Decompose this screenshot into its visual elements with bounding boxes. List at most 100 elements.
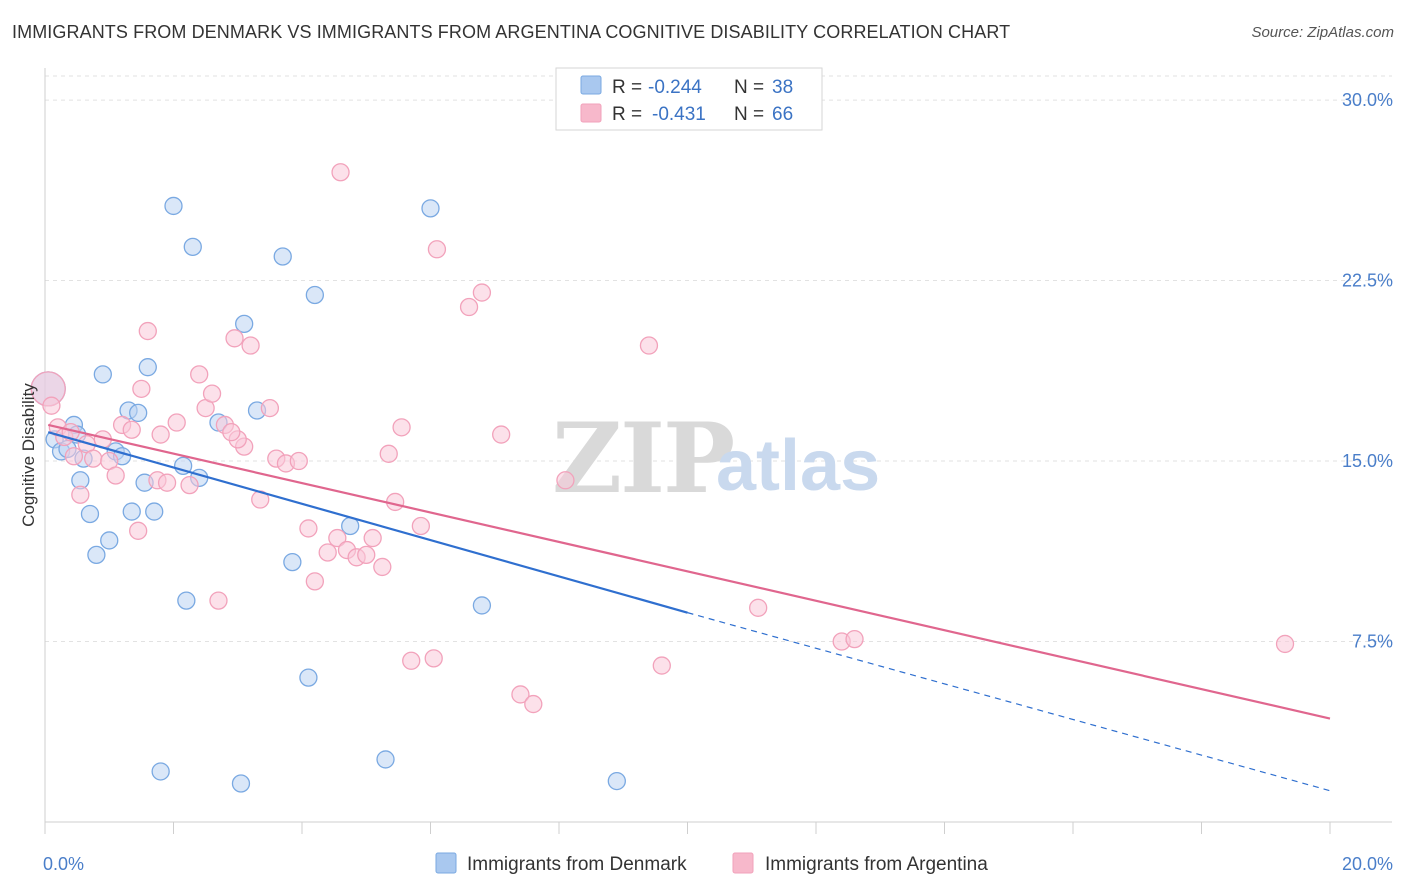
point-argentina (427, 240, 447, 259)
legend-n-value-argentina: 66 (772, 104, 793, 125)
grid-lines (45, 75, 1392, 643)
axes (44, 68, 1392, 834)
point-argentina (363, 528, 382, 548)
point-argentina (331, 163, 350, 182)
legend-swatch-argentina (580, 103, 602, 123)
point-denmark (305, 285, 325, 305)
point-argentina (318, 543, 337, 562)
y-tick-labels: 7.5% 15.0% 22.5% 30.0% (1342, 90, 1393, 651)
point-argentina (157, 473, 177, 492)
legend-swatch-denmark (580, 75, 602, 95)
stats-legend: R = -0.244 N = 38 R = -0.431 N = 66 (555, 67, 823, 131)
watermark: ZIP atlas (552, 402, 880, 515)
point-denmark (299, 668, 318, 687)
point-denmark (80, 504, 100, 524)
point-denmark (93, 365, 112, 384)
point-argentina (132, 379, 151, 398)
point-argentina (151, 425, 170, 444)
legend-r-label-argentina: R = (612, 104, 642, 125)
point-argentina (129, 521, 148, 540)
point-denmark (235, 314, 254, 334)
series-legend-label-denmark: Immigrants from Denmark (467, 854, 687, 875)
x-tick-label-max: 20.0% (1342, 854, 1393, 874)
point-argentina (71, 485, 90, 504)
point-argentina (106, 466, 125, 485)
point-argentina (845, 629, 864, 649)
point-argentina (167, 413, 186, 432)
point-argentina (556, 471, 575, 490)
series-legend-label-argentina: Immigrants from Argentina (765, 854, 988, 875)
point-denmark (129, 403, 148, 423)
point-denmark (138, 358, 157, 377)
point-argentina (289, 451, 308, 471)
y-tick-label: 30.0% (1342, 90, 1393, 110)
y-tick-label: 15.0% (1342, 451, 1393, 471)
point-argentina (379, 444, 398, 463)
point-argentina (411, 516, 431, 536)
y-tick-label: 7.5% (1352, 632, 1393, 652)
point-argentina (209, 591, 228, 610)
point-argentina (639, 336, 659, 355)
point-denmark (177, 591, 196, 610)
point-argentina (1275, 634, 1295, 654)
series-legend-swatch-denmark (435, 852, 457, 874)
point-argentina (225, 329, 244, 348)
point-denmark (145, 502, 164, 521)
point-argentina (260, 398, 280, 418)
trend-line-argentina (47, 423, 1331, 720)
point-argentina (492, 425, 511, 444)
point-argentina (652, 656, 671, 675)
point-argentina (64, 447, 84, 466)
point-argentina (511, 685, 530, 704)
point-denmark (283, 552, 302, 572)
point-denmark (231, 774, 251, 793)
point-denmark (607, 771, 626, 791)
point-denmark (273, 247, 292, 266)
point-denmark (151, 762, 170, 781)
point-argentina (472, 283, 492, 302)
point-denmark (87, 545, 106, 565)
trend-lines (47, 423, 1331, 792)
point-argentina (357, 545, 376, 565)
point-argentina (524, 694, 543, 714)
trend-line-denmark-extension (687, 612, 1331, 792)
legend-n-value-denmark: 38 (772, 77, 793, 98)
series-legend: Immigrants from Denmark Immigrants from … (435, 852, 988, 875)
legend-r-value-argentina: -0.431 (652, 104, 706, 125)
x-tick-label-min: 0.0% (43, 854, 84, 874)
y-axis-label: Cognitive Disability (19, 383, 38, 527)
point-denmark (122, 502, 141, 521)
point-argentina (190, 365, 209, 384)
point-denmark (183, 237, 202, 257)
x-tick-labels: 0.0% 20.0% (43, 854, 1393, 874)
point-argentina (241, 336, 260, 355)
point-argentina (138, 321, 157, 341)
point-denmark (472, 596, 492, 615)
source-credit: Source: ZipAtlas.com (1251, 24, 1394, 41)
point-denmark (100, 531, 119, 550)
point-denmark (164, 196, 183, 216)
point-argentina (42, 396, 61, 415)
point-argentina (202, 384, 222, 403)
data-points (30, 163, 1295, 793)
point-argentina (122, 420, 141, 439)
watermark-atlas: atlas (716, 426, 880, 506)
point-argentina (305, 572, 325, 591)
point-argentina (749, 598, 768, 617)
point-argentina (459, 297, 479, 317)
trend-line-denmark (47, 431, 688, 614)
point-argentina (180, 475, 199, 495)
point-argentina (84, 449, 103, 468)
y-tick-label: 22.5% (1342, 271, 1393, 291)
legend-r-label-denmark: R = (612, 77, 642, 98)
point-argentina (424, 649, 443, 668)
legend-r-value-denmark: -0.244 (648, 77, 702, 98)
point-argentina (373, 557, 392, 577)
point-argentina (392, 418, 411, 437)
point-denmark (376, 750, 395, 769)
legend-n-label-argentina: N = (734, 104, 764, 125)
point-argentina (299, 519, 318, 538)
point-denmark (421, 199, 440, 218)
point-argentina (402, 651, 421, 670)
